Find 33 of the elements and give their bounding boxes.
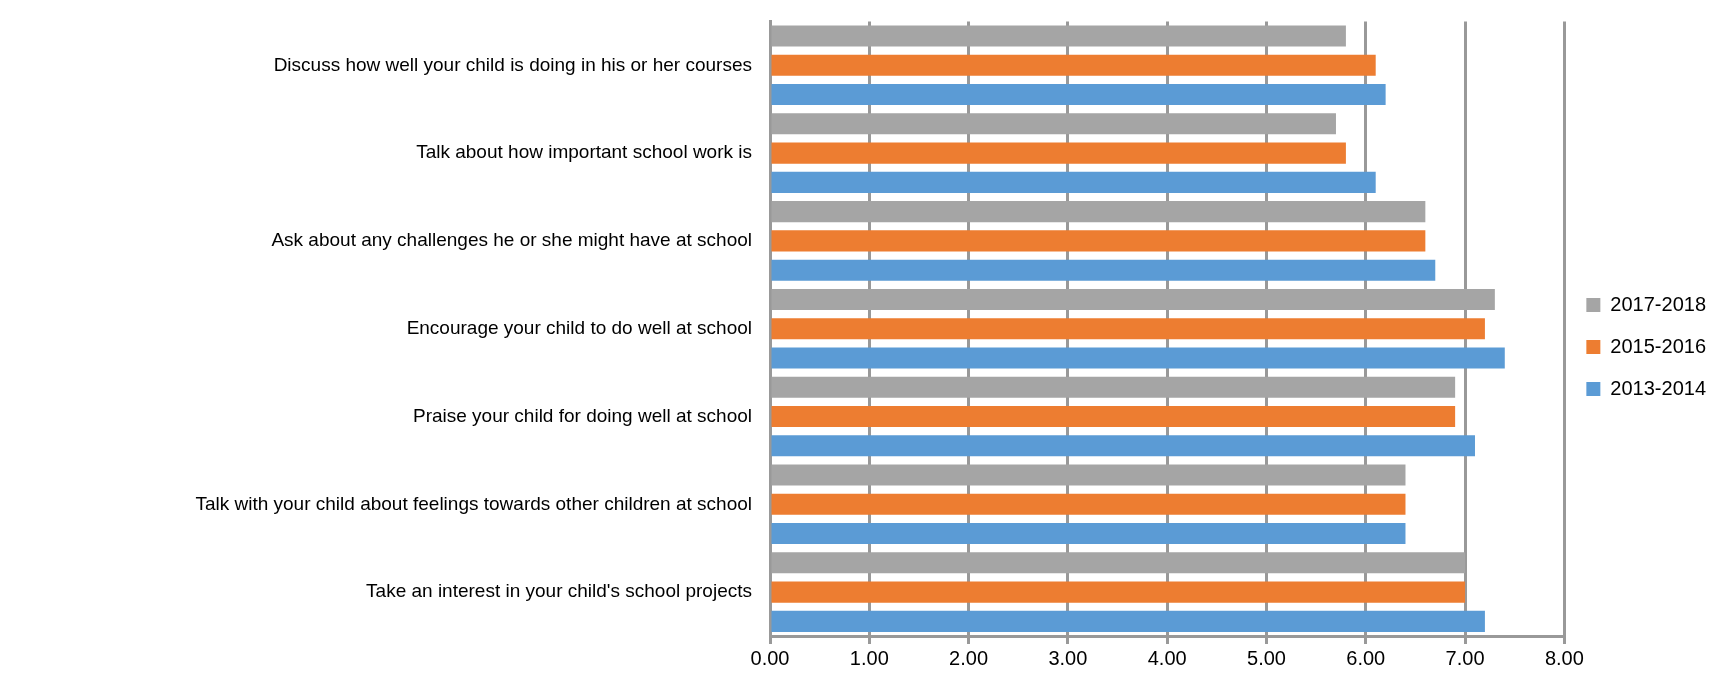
- legend-label: 2017-2018: [1610, 292, 1707, 315]
- legend-label: 2013-2014: [1610, 376, 1707, 399]
- bar: [771, 610, 1485, 632]
- bar: [771, 581, 1466, 603]
- x-tick-label: 8.00: [1544, 646, 1584, 669]
- x-tick-label: 7.00: [1445, 646, 1485, 669]
- y-tick-label: Talk with your child about feelings towards other children at school: [195, 492, 752, 514]
- x-tick-label: 0.00: [750, 646, 790, 669]
- x-tick-label: 3.00: [1048, 646, 1088, 669]
- bar: [771, 230, 1426, 252]
- x-tick-label: 4.00: [1147, 646, 1187, 669]
- bar: [771, 435, 1475, 457]
- y-tick-label: Encourage your child to do well at school: [406, 316, 752, 338]
- bar: [771, 493, 1406, 515]
- bar: [771, 54, 1376, 76]
- bar: [771, 405, 1456, 428]
- x-tick-label: 2.00: [949, 646, 989, 669]
- bar: [771, 318, 1485, 340]
- bar: [771, 523, 1406, 545]
- y-tick-label: Talk about how important school work is: [416, 141, 752, 163]
- bar: [771, 84, 1386, 106]
- y-tick-label: Ask about any challenges he or she might have at school: [271, 229, 752, 251]
- bar: [771, 347, 1505, 369]
- x-tick-label: 5.00: [1247, 646, 1286, 669]
- legend-label: 2015-2016: [1610, 334, 1707, 357]
- y-tick-label: Praise your child for doing well at school: [412, 404, 752, 426]
- x-tick-label: 1.00: [849, 646, 889, 669]
- y-tick-label: Discuss how well your child is doing in his or her courses: [273, 53, 752, 75]
- bar: [771, 142, 1346, 164]
- x-tick-label: 6.00: [1346, 646, 1386, 669]
- bar: [771, 259, 1436, 281]
- bar: [771, 171, 1376, 193]
- y-tick-label: Take an interest in your child's school projects: [366, 580, 752, 602]
